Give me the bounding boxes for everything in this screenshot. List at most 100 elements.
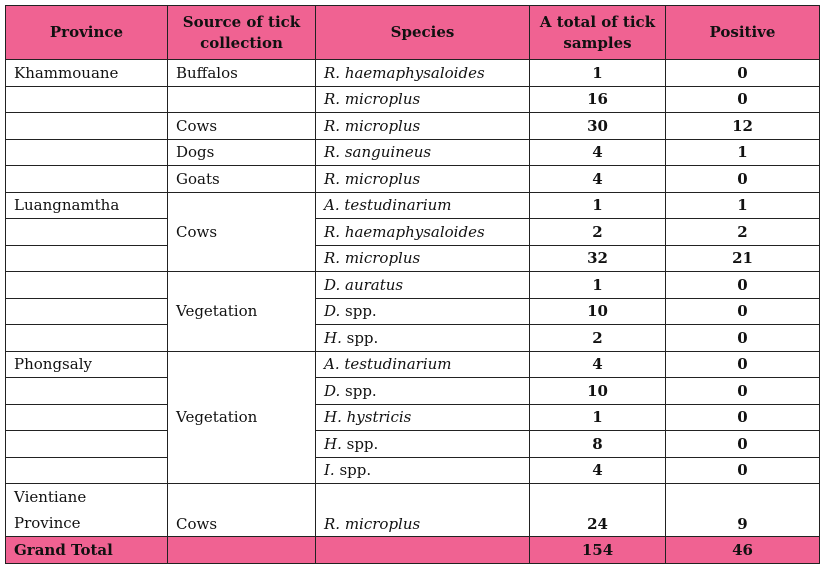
species-cell: R. sanguineus [315,138,530,166]
total-cell: 16 [529,85,666,113]
province-cell [5,403,168,431]
table-row: R. microplus 32 21 [5,244,820,272]
species-cell: R. haemaphysaloides [315,59,530,87]
species-name: A. testudinarium [324,355,452,374]
positive-cell: 2 [665,218,820,246]
positive-cell: 0 [665,403,820,431]
species-cell: R. microplus [315,85,530,113]
species-name: R. haemaphysaloides [324,222,485,241]
positive-cell: 0 [665,297,820,325]
species-cell: R. haemaphysaloides [315,218,530,246]
grand-total-label: Grand Total [5,536,168,564]
tick-samples-table: Province Source of tick collection Speci… [5,5,820,564]
species-suffix: spp. [341,434,379,453]
species-name: D. [324,302,341,321]
grand-total-empty-cell [167,536,316,564]
species-cell: R. microplus [315,244,530,272]
source-cell: Buffalos [167,59,316,87]
table-row: H. spp. 8 0 [5,430,820,458]
grand-total-empty-cell [315,536,530,564]
table-row: Luangnamtha Cows A. testudinarium 1 1 [5,191,820,272]
source-cell: Cows [167,191,316,272]
total-cell: 10 [529,377,666,405]
table-row: Vegetation D. auratus 1 0 [5,271,820,352]
species-cell: H. spp. [315,430,530,458]
province-cell [5,165,168,193]
source-cell: Dogs [167,138,316,166]
species-suffix: spp. [334,461,372,480]
header-total: A total of tick samples [529,5,666,60]
species-cell: R. microplus [315,165,530,193]
source-cell: Vegetation [167,350,316,484]
table-row: D. spp. 10 0 [5,297,820,325]
total-cell: 4 [529,138,666,166]
province-cell [5,271,168,299]
positive-cell: 1 [665,138,820,166]
total-cell: 1 [529,403,666,431]
grand-total-samples: 154 [529,536,666,564]
province-cell [5,244,168,272]
species-suffix: spp. [340,302,377,321]
province-cell: Phongsaly [5,350,168,378]
province-cell [5,430,168,458]
table-row: I. spp. 4 0 [5,456,820,484]
species-name: R. microplus [324,515,421,533]
total-cell: 10 [529,297,666,325]
species-cell: A. testudinarium [315,191,530,219]
positive-cell: 0 [665,85,820,113]
species-name: R. sanguineus [324,143,432,162]
source-cell: Cows [167,112,316,140]
source-cell: Cows [167,483,316,537]
table-row: Khammouane Buffalos R. haemaphysaloides … [5,59,820,87]
positive-cell: 0 [665,165,820,193]
source-cell: Goats [167,165,316,193]
total-cell: 30 [529,112,666,140]
source-cell [167,85,316,113]
table-row: Cows R. microplus 30 12 [5,112,820,140]
total-cell: 24 [529,483,666,537]
total-cell: 32 [529,244,666,272]
total-cell: 8 [529,430,666,458]
province-cell [5,456,168,484]
species-name: D. [324,381,341,400]
total-cell: 4 [529,350,666,378]
header-province: Province [5,5,168,60]
total-cell: 1 [529,191,666,219]
grand-total-row: Grand Total 154 46 [5,536,820,564]
header-species: Species [315,5,530,60]
header-source: Source of tick collection [167,5,316,60]
source-cell: Vegetation [167,271,316,352]
species-cell: H. spp. [315,324,530,352]
species-cell: A. testudinarium [315,350,530,378]
positive-cell: 9 [665,483,820,537]
positive-cell: 0 [665,377,820,405]
table-row: H. spp. 2 0 [5,324,820,352]
species-suffix: spp. [340,381,377,400]
province-cell [5,138,168,166]
table-row: Goats R. microplus 4 0 [5,165,820,193]
table-row: H. hystricis 1 0 [5,403,820,431]
grand-total-positive: 46 [665,536,820,564]
species-cell: H. hystricis [315,403,530,431]
positive-cell: 0 [665,324,820,352]
species-cell: D. spp. [315,377,530,405]
species-name: R. haemaphysaloides [324,63,485,82]
total-cell: 4 [529,165,666,193]
species-name: H. [324,328,342,347]
species-name: H. hystricis [324,408,412,427]
species-cell: R. microplus [315,112,530,140]
species-name: D. auratus [324,275,404,294]
positive-cell: 0 [665,456,820,484]
table-row: Phongsaly Vegetation A. testudinarium 4 … [5,350,820,484]
table-row: R. microplus 16 0 [5,85,820,113]
total-cell: 4 [529,456,666,484]
header-positive: Positive [665,5,820,60]
province-line: Vientiane [14,488,87,506]
species-name: R. microplus [324,249,421,268]
province-cell: Luangnamtha [5,191,168,219]
species-cell: I. spp. [315,456,530,484]
species-name: R. microplus [324,116,421,135]
province-cell [5,324,168,352]
table-row: D. spp. 10 0 [5,377,820,405]
province-cell: Vientiane Province [5,483,168,537]
